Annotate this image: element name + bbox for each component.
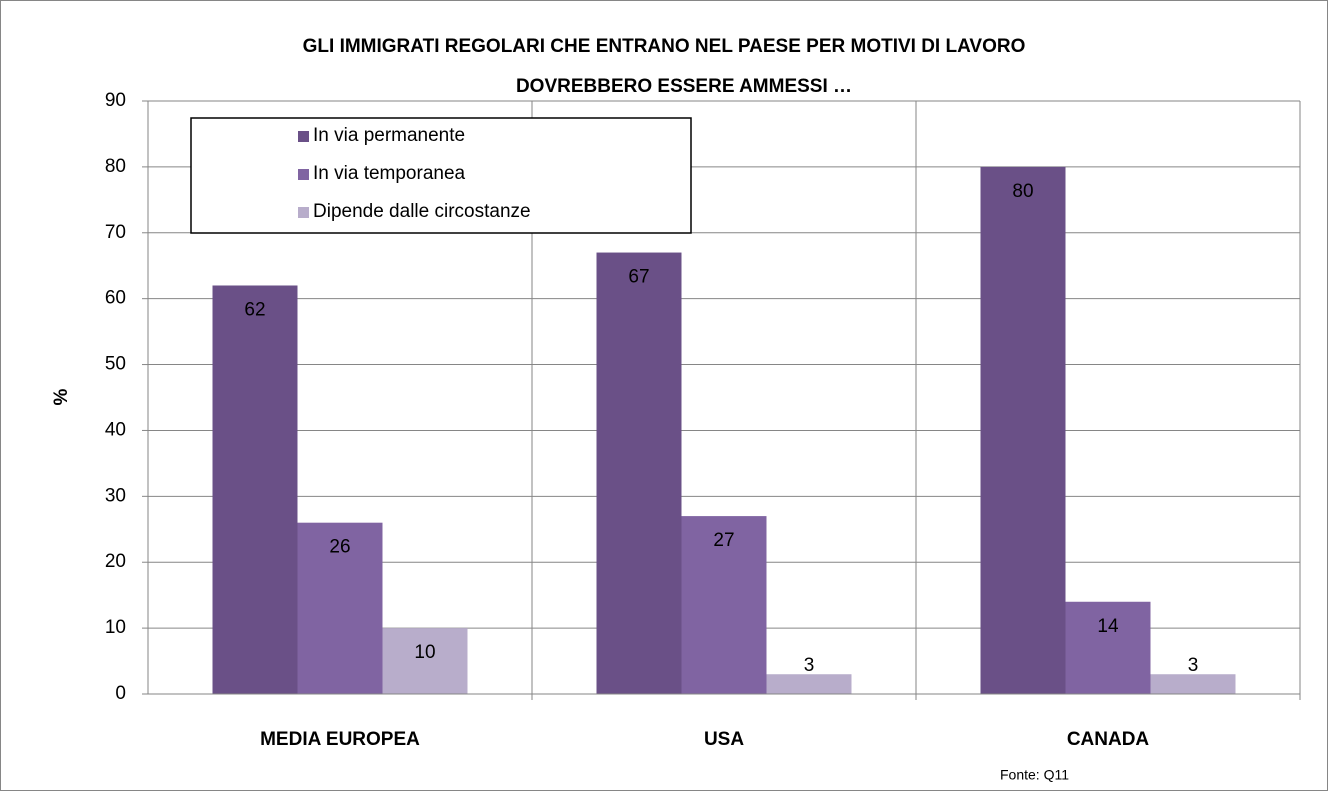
y-tick-label: 60 [105, 288, 126, 309]
data-label: 62 [244, 300, 265, 321]
y-tick-label: 0 [115, 683, 126, 704]
bar [766, 674, 852, 694]
bar [681, 516, 767, 694]
data-label: 3 [804, 655, 815, 676]
bar [1065, 601, 1151, 694]
bar [382, 628, 468, 694]
y-tick-label: 70 [105, 222, 126, 243]
x-tick-label: MEDIA EUROPEA [260, 729, 420, 750]
legend-box [190, 117, 692, 234]
y-tick-label: 80 [105, 156, 126, 177]
x-tick-label: USA [704, 729, 744, 750]
bar [596, 252, 682, 695]
y-tick-label: 30 [105, 485, 126, 506]
legend-label: Dipende dalle circostanze [313, 201, 531, 222]
bar [1150, 674, 1236, 694]
chart-title: GLI IMMIGRATI REGOLARI CHE ENTRANO NEL P… [303, 36, 1026, 57]
y-tick-label: 20 [105, 551, 126, 572]
legend-label: In via temporanea [313, 163, 466, 184]
y-axis-label: % [51, 388, 72, 405]
y-tick-label: 40 [105, 419, 126, 440]
bar [980, 166, 1066, 694]
legend-label: In via permanente [313, 125, 465, 146]
bar [297, 522, 383, 694]
legend-swatch [298, 207, 309, 218]
note: Fonte: Q11 [1000, 767, 1069, 783]
bar [212, 285, 298, 694]
data-label: 26 [329, 537, 350, 558]
data-label: 10 [414, 642, 435, 663]
data-label: 27 [713, 530, 734, 551]
x-tick-label: CANADA [1067, 729, 1150, 750]
legend-swatch [298, 169, 309, 180]
chart-title: DOVREBBERO ESSERE AMMESSI … [516, 76, 852, 97]
data-label: 3 [1188, 655, 1199, 676]
data-label: 14 [1097, 616, 1119, 637]
y-tick-label: 10 [105, 617, 126, 638]
data-label: 80 [1012, 181, 1033, 202]
data-label: 67 [628, 267, 649, 288]
y-tick-label: 90 [105, 90, 126, 111]
y-tick-label: 50 [105, 354, 126, 375]
legend-swatch [298, 131, 309, 142]
